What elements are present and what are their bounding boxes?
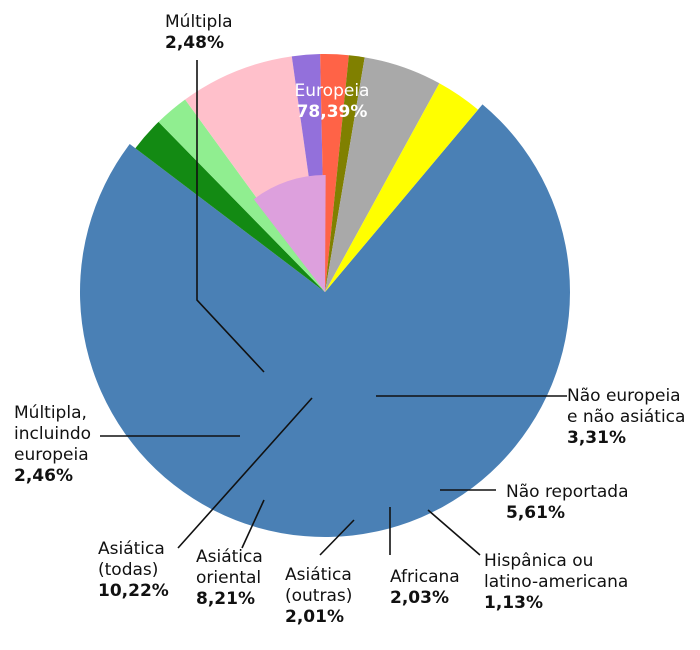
slice-label-line: Europeia <box>295 81 370 101</box>
slice-label-line: Asiática <box>196 547 263 567</box>
slice-label-line: europeia <box>14 445 89 465</box>
slice-label-line: Hispânica ou <box>484 551 593 571</box>
slice-label-line: Múltipla <box>165 12 233 32</box>
slice-label-line: Não europeia <box>567 386 681 406</box>
pie-slice-europeia <box>79 104 570 538</box>
slice-label-percent: 2,01% <box>285 607 344 627</box>
slice-label-percent: 3,31% <box>567 428 626 448</box>
slice-label-line: Não reportada <box>506 482 629 502</box>
pie-inner-slice-asiatica-todas <box>253 174 326 292</box>
slice-label-asiatica-outras: Asiática(outras)2,01% <box>285 565 352 627</box>
slice-label-line: incluindo <box>14 424 91 444</box>
slice-label-percent: 2,46% <box>14 466 73 486</box>
leader-line-hispanica <box>427 509 481 556</box>
leader-lines <box>100 60 567 556</box>
slice-label-percent: 1,13% <box>484 593 543 613</box>
pie-slice-multipla-incl-europeia <box>158 99 325 293</box>
slice-label-line: (todas) <box>98 560 158 580</box>
slice-label-percent: 5,61% <box>506 503 565 523</box>
leader-line-multipla <box>196 60 265 373</box>
slice-label-percent: 8,21% <box>196 589 255 609</box>
pie-slice-multipla <box>135 121 325 292</box>
pie-slices <box>79 54 570 538</box>
slice-label-line: oriental <box>196 568 261 588</box>
leader-line-asiatica-outras <box>319 519 355 556</box>
slice-label-line: Africana <box>390 567 460 587</box>
pie-inner-ring <box>253 174 326 292</box>
slice-label-line: Múltipla, <box>14 403 87 423</box>
leader-line-asiatica-todas <box>177 397 313 549</box>
slice-label-percent: 2,03% <box>390 588 449 608</box>
slice-label-line: (outras) <box>285 586 352 606</box>
leader-line-asiatica-oriental <box>241 499 265 549</box>
slice-label-line: Asiática <box>285 565 352 585</box>
slice-label-asiatica-todas: Asiática(todas)10,22% <box>98 539 169 601</box>
pie-slice-hispanica <box>325 55 365 293</box>
pie-slice-nao-europeia-nao-asiatica <box>325 83 478 292</box>
slice-label-percent: 10,22% <box>98 581 169 601</box>
slice-label-percent: 78,39% <box>297 102 368 122</box>
pie-slice-nao-reportada <box>325 57 440 292</box>
slice-label-line: e não asiática <box>567 407 685 427</box>
slice-label-line: Asiática <box>98 539 165 559</box>
slice-label-percent: 2,48% <box>165 33 224 53</box>
slice-label-line: latino-americana <box>484 572 628 592</box>
pie-slice-africana <box>320 54 349 292</box>
